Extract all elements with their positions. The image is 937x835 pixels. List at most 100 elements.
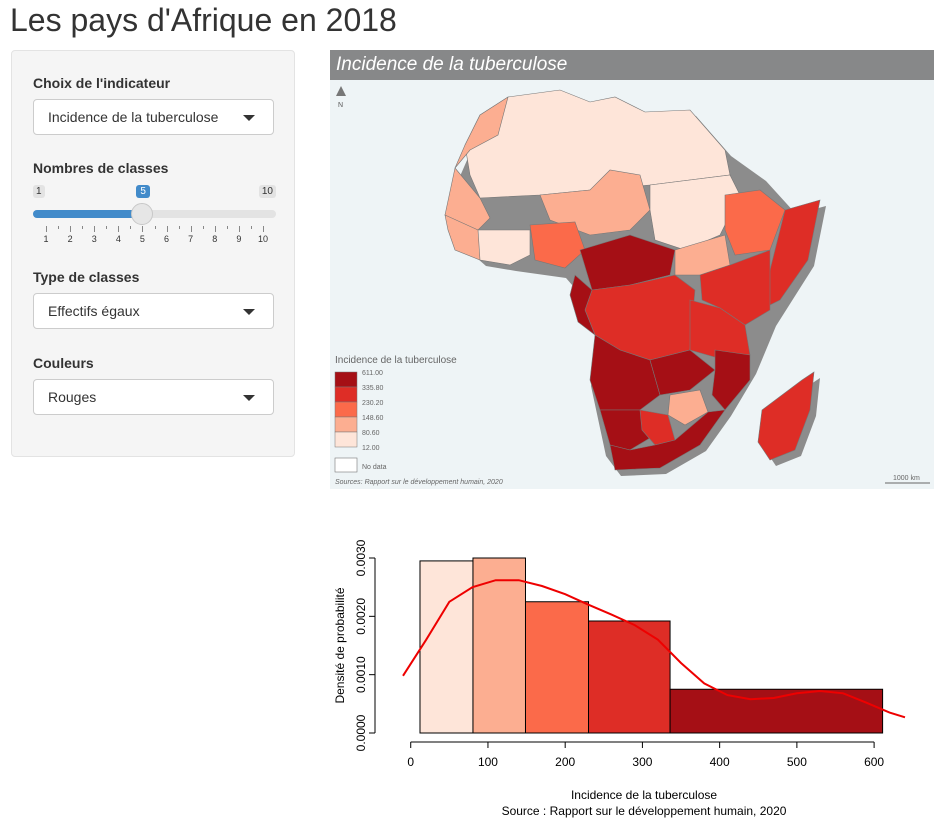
slider-tick-label: 4 — [115, 234, 121, 244]
west-africa-inland — [477, 229, 531, 266]
x-axis-label: Incidence de la tuberculose — [571, 788, 717, 802]
slider-minor-tick — [82, 226, 84, 229]
histogram-bar — [524, 601, 590, 734]
sidebar-panel: Choix de l'indicateur Incidence de la tu… — [11, 50, 295, 457]
map-header: Incidence de la tuberculose — [330, 50, 934, 80]
slider-minor-tick — [106, 226, 108, 229]
map-svg: N — [334, 86, 930, 486]
north-arrow-icon — [336, 86, 346, 96]
chevron-down-icon — [243, 395, 255, 401]
x-tick-label: 200 — [555, 755, 575, 769]
map-legend-title: Incidence de la tuberculose — [335, 355, 457, 366]
slider-tick — [118, 226, 120, 232]
slider-minor-tick — [202, 226, 204, 229]
classes-slider[interactable]: 1 10 5 1 2 3 4 5 6 7 8 9 10 — [33, 181, 276, 251]
indicator-select[interactable]: Incidence de la tuberculose — [33, 99, 274, 135]
slider-minor-tick — [130, 226, 132, 229]
slider-tick — [70, 226, 72, 232]
legend-break-label: 335.80 — [362, 385, 384, 392]
indicator-label: Choix de l'indicateur — [33, 75, 171, 91]
legend-swatch — [334, 401, 358, 418]
x-tick-label: 400 — [710, 755, 730, 769]
slider-value-label: 5 — [136, 185, 150, 198]
south-africa — [609, 409, 726, 471]
histogram-bar — [588, 620, 671, 734]
density-curve — [402, 579, 906, 719]
north-label: N — [338, 102, 343, 109]
histogram-chart: 0 100 200 300 400 500 600 0.0000 0.0010 0.0020 0.0… — [330, 520, 934, 825]
colors-select-value: Rouges — [48, 389, 97, 405]
no-data-swatch — [334, 457, 358, 473]
x-tick-label: 600 — [864, 755, 884, 769]
mozambique — [711, 349, 751, 411]
legend-break-label: 80.60 — [362, 430, 380, 437]
zambia — [649, 349, 716, 396]
classes-label: Nombres de classes — [33, 160, 169, 176]
slider-minor-tick — [178, 226, 180, 229]
slider-track[interactable] — [33, 210, 276, 218]
histogram-svg: 0 100 200 300 400 500 600 0.0000 0.0010 0.0020 0.0… — [333, 539, 906, 818]
scale-label: 1000 km — [893, 475, 920, 482]
y-tick-label: 0.0000 — [354, 714, 368, 751]
madagascar — [757, 371, 815, 461]
y-tick-label: 0.0030 — [354, 539, 368, 576]
slider-tick-label: 10 — [257, 234, 268, 244]
slider-tick-label: 3 — [91, 234, 97, 244]
x-tick-label: 100 — [478, 755, 498, 769]
north-africa — [464, 89, 731, 199]
legend-break-label: 12.00 — [362, 445, 380, 452]
nigeria — [529, 221, 586, 269]
slider-min-label: 1 — [33, 185, 45, 198]
y-axis-label: Densité de probabilité — [333, 587, 347, 703]
kenya — [699, 249, 771, 326]
legend-break-label: 611.00 — [362, 370, 383, 377]
slider-fill — [33, 210, 143, 218]
slider-tick-label: 2 — [67, 234, 73, 244]
slider-tick — [263, 226, 264, 232]
map-source: Sources: Rapport sur le développement hu… — [335, 479, 503, 486]
slider-tick — [190, 226, 192, 232]
class-type-label: Type de classes — [33, 269, 140, 285]
legend-break-label: 230.20 — [362, 400, 384, 407]
slider-tick — [46, 226, 47, 232]
slider-tick — [238, 226, 240, 232]
x-tick-label: 500 — [787, 755, 807, 769]
slider-tick-label: 9 — [236, 234, 242, 244]
chart-caption: Source : Rapport sur le développement hu… — [502, 804, 787, 818]
legend-swatch — [334, 386, 358, 403]
colors-select[interactable]: Rouges — [33, 379, 274, 415]
no-data-label: No data — [362, 464, 387, 471]
slider-tick — [214, 226, 216, 232]
colors-label: Couleurs — [33, 355, 94, 371]
zimbabwe — [667, 389, 709, 426]
slider-tick-label: 1 — [43, 234, 49, 244]
legend-swatch — [334, 431, 358, 448]
chevron-down-icon — [243, 309, 255, 315]
slider-handle[interactable] — [131, 203, 154, 225]
angola — [589, 334, 661, 411]
x-tick-label: 0 — [407, 755, 414, 769]
y-tick-label: 0.0010 — [354, 656, 368, 693]
slider-minor-tick — [226, 226, 228, 229]
slider-tick — [166, 226, 168, 232]
indicator-select-value: Incidence de la tuberculose — [48, 109, 219, 125]
class-type-select-value: Effectifs égaux — [48, 303, 140, 319]
legend-break-label: 148.60 — [362, 415, 384, 422]
map-legend: 611.00 335.80 230.20 148.60 80.60 12.00 — [334, 370, 384, 452]
chevron-down-icon — [243, 115, 255, 121]
slider-max-label: 10 — [258, 185, 276, 198]
slider-minor-tick — [58, 226, 60, 229]
histogram-bar — [472, 557, 526, 734]
class-type-select[interactable]: Effectifs égaux — [33, 293, 274, 329]
y-tick-label: 0.0020 — [354, 598, 368, 635]
x-tick-label: 300 — [632, 755, 652, 769]
slider-tick-label: 5 — [139, 234, 145, 244]
morocco — [454, 96, 509, 169]
slider-tick-label: 6 — [164, 234, 170, 244]
choropleth-map: Incidence de la tuberculose N — [330, 50, 934, 489]
legend-swatch — [334, 371, 358, 388]
slider-tick-label: 8 — [212, 234, 218, 244]
map-title: Incidence de la tuberculose — [336, 54, 568, 75]
page-title: Les pays d'Afrique en 2018 — [10, 2, 397, 38]
slider-minor-tick — [250, 226, 252, 229]
